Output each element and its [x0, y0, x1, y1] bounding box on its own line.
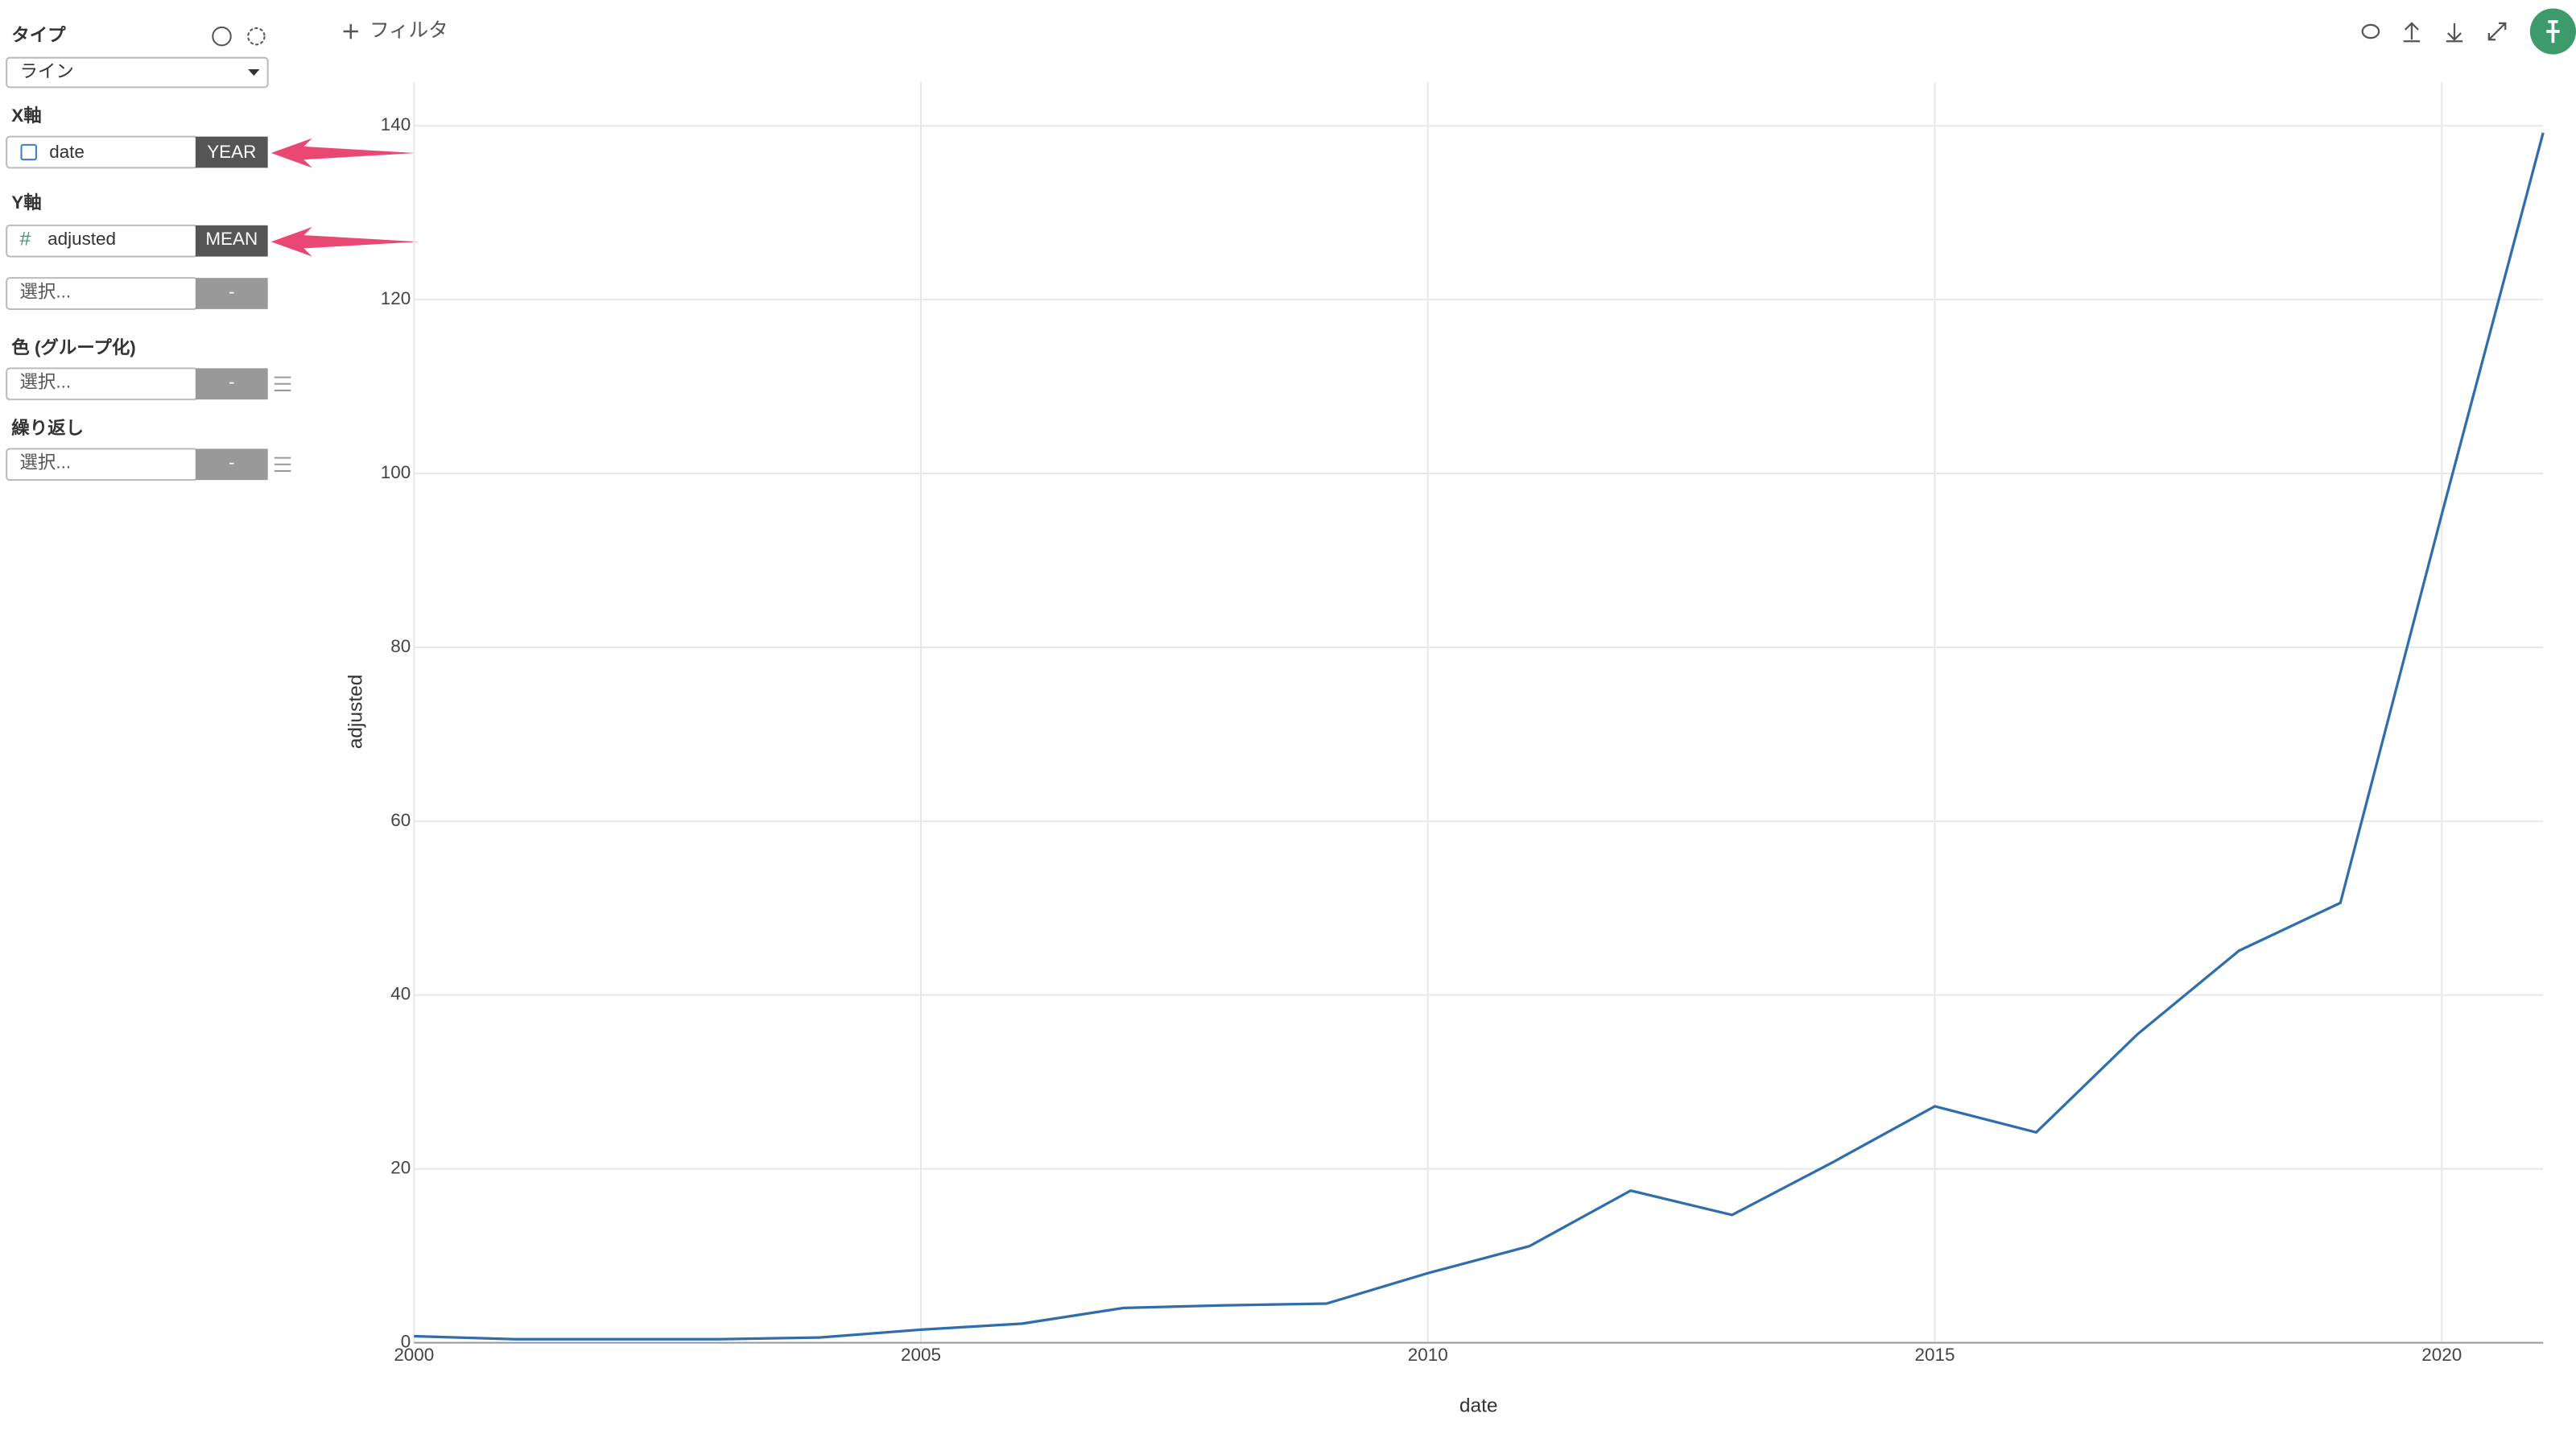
color-agg: - [229, 372, 234, 392]
repeat-agg-button[interactable] [195, 448, 268, 481]
dropdown-caret [248, 68, 260, 76]
y-tick-label: 40 [390, 984, 411, 1004]
x-agg: YEAR [207, 142, 256, 162]
y-axis-label: Y軸 [11, 192, 41, 213]
download-icon[interactable] [2446, 23, 2463, 43]
help-icon[interactable] [212, 26, 232, 47]
y2-agg: - [229, 281, 234, 301]
x-tick-label: 2015 [1915, 1345, 1955, 1365]
menu-icon[interactable] [274, 376, 291, 391]
data-line [414, 132, 2545, 1341]
x-tick-label: 2020 [2421, 1345, 2462, 1365]
x-agg-button[interactable] [195, 136, 268, 168]
y-agg-button[interactable] [195, 225, 268, 257]
arrow-annotation [270, 138, 416, 168]
y-tick-label: 20 [390, 1158, 411, 1178]
y-agg: MEAN [205, 229, 258, 249]
type-label: タイプ [11, 25, 66, 45]
repeat-agg: - [229, 453, 234, 473]
y-tick-label: 100 [381, 462, 411, 482]
y-tick-label: 0 [401, 1332, 411, 1352]
x-tick-label: 2010 [1408, 1345, 1448, 1365]
x-tick-label: 2000 [394, 1345, 434, 1365]
expand-icon[interactable] [2487, 22, 2507, 41]
y2-agg-button[interactable] [195, 278, 268, 309]
upload-icon[interactable] [2403, 22, 2421, 43]
menu-icon[interactable] [274, 457, 291, 472]
settings-icon[interactable] [247, 27, 266, 46]
type-select[interactable] [6, 56, 269, 89]
arrow-annotation [270, 226, 419, 257]
color-label: 色 (グループ化) [11, 337, 135, 358]
y-tick-label: 140 [381, 114, 411, 134]
y-field-name: adjusted [47, 229, 116, 249]
x-field[interactable] [6, 135, 198, 169]
pin-icon [2546, 19, 2560, 43]
calendar-icon [20, 143, 37, 161]
number-icon: # [19, 229, 31, 250]
y-axis-title: adjusted [345, 675, 366, 750]
plus-icon [343, 23, 358, 39]
y-tick-label: 60 [390, 810, 411, 830]
x-axis-title: date [1459, 1395, 1498, 1417]
repeat-label: 繰り返し [11, 417, 84, 438]
repeat-placeholder: 選択... [19, 453, 71, 473]
x-tick-label: 2005 [901, 1345, 941, 1365]
x-axis-label: X軸 [11, 105, 41, 126]
filter-button[interactable]: フィルタ [369, 19, 448, 41]
color-agg-button[interactable] [195, 368, 268, 400]
x-field-name: date [49, 142, 85, 162]
comment-icon[interactable] [2361, 23, 2380, 39]
type-value: ライン [19, 61, 73, 81]
add-filter[interactable]: フィルタ [343, 19, 448, 41]
color-placeholder: 選択... [19, 372, 71, 392]
y-tick-label: 120 [381, 288, 411, 308]
y-tick-label: 80 [390, 636, 411, 656]
y2-placeholder: 選択... [19, 281, 71, 301]
